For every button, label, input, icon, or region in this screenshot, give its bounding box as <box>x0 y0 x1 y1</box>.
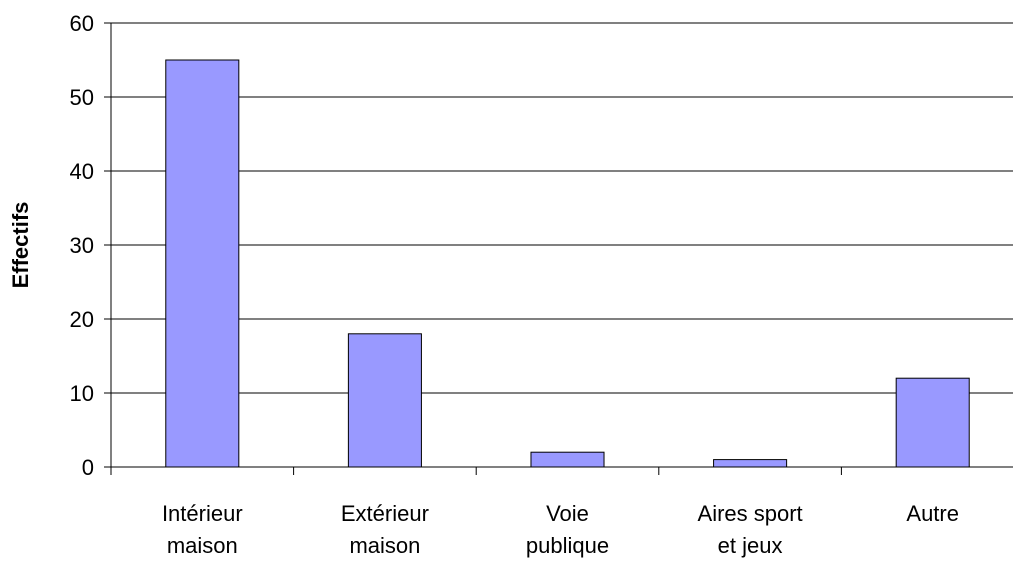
bar <box>530 451 605 468</box>
x-tick-label: Extérieur maison <box>341 501 429 558</box>
x-tick-label: Intérieur maison <box>162 501 243 558</box>
y-tick-label: 20 <box>70 307 94 332</box>
x-tick-label: Aires sport et jeux <box>698 501 803 558</box>
y-tick-label: 30 <box>70 233 94 258</box>
bar <box>347 333 422 468</box>
x-tick-label: Autre <box>906 501 959 526</box>
x-tick-label: Voie publique <box>526 501 609 558</box>
y-tick-label: 10 <box>70 381 94 406</box>
bar <box>165 59 240 468</box>
y-tick-label: 0 <box>82 455 94 480</box>
bar <box>895 377 970 468</box>
y-tick-label: 50 <box>70 85 94 110</box>
y-tick-label: 40 <box>70 159 94 184</box>
y-tick-label: 60 <box>70 11 94 36</box>
y-axis-label: Effectifs <box>8 202 33 289</box>
bar <box>713 459 788 468</box>
